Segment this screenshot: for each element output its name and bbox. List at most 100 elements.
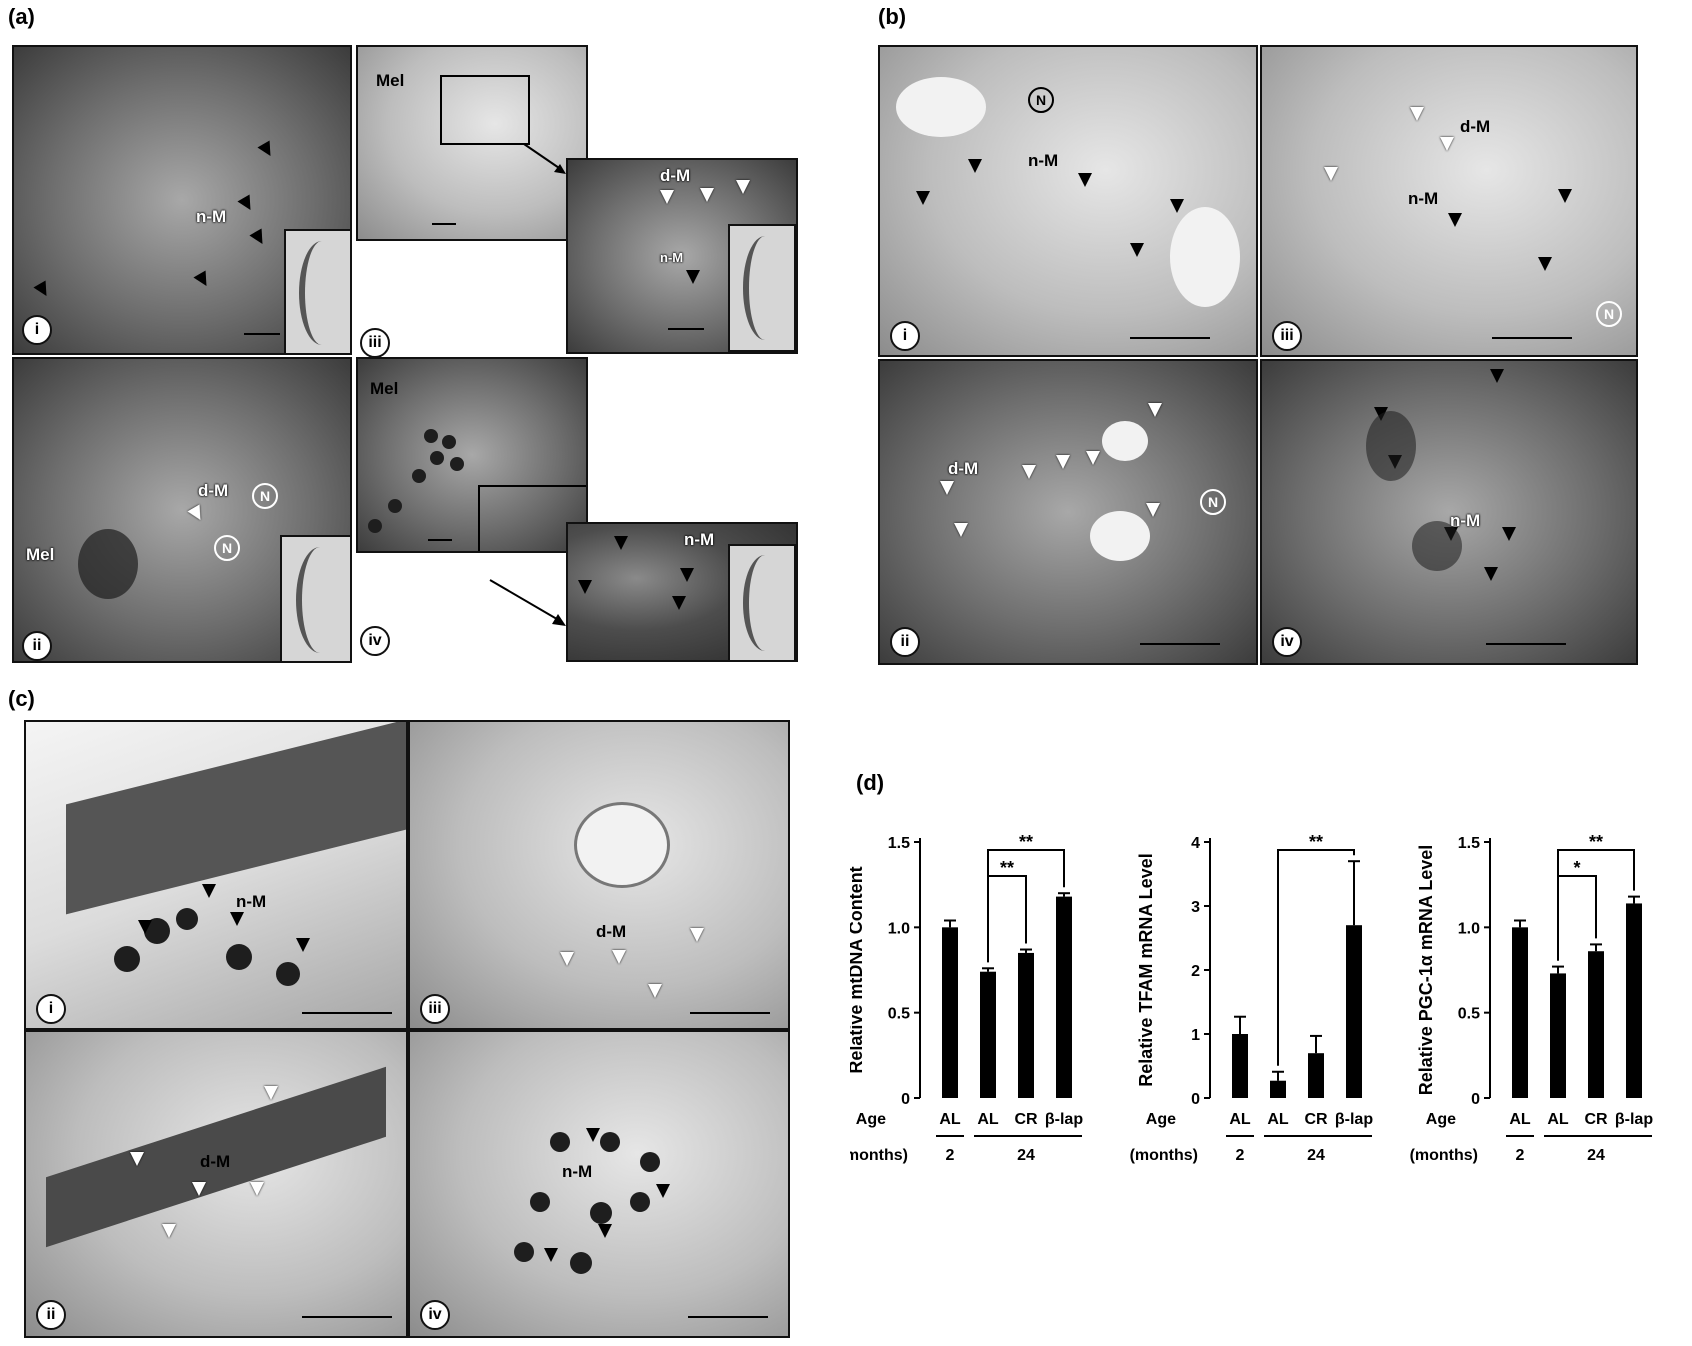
x-tick-label: AL: [1267, 1111, 1289, 1128]
open-arrowhead-icon: [1022, 465, 1036, 479]
scale-bar: [1130, 337, 1210, 339]
inset-image: [728, 224, 796, 352]
x-tick-label: CR: [1304, 1111, 1328, 1128]
label-nm: n-M: [1450, 511, 1481, 530]
x-tick-label: AL: [1229, 1111, 1251, 1128]
months-old: 24: [1587, 1147, 1605, 1164]
open-arrowhead-icon: [660, 190, 674, 204]
roman-label: ii: [22, 631, 52, 661]
arrowhead-icon: [237, 194, 257, 214]
inset-image: [728, 544, 796, 660]
melanin-granule: [388, 499, 402, 513]
x-tick-label: AL: [1509, 1111, 1531, 1128]
open-arrowhead-icon: [250, 1182, 264, 1196]
label-nm: n-M: [236, 892, 267, 911]
bar: [1626, 903, 1642, 1098]
roman-label: ii: [36, 1300, 66, 1330]
label-dm: d-M: [200, 1152, 231, 1171]
roman-label: iii: [360, 328, 390, 358]
age-label: Age: [1426, 1111, 1456, 1128]
arrowhead-icon: [1538, 257, 1552, 271]
arrowhead-icon: [586, 1128, 600, 1142]
y-tick-label: 1.0: [1458, 920, 1480, 937]
scale-bar: [1140, 643, 1220, 645]
cell-membrane: [66, 722, 406, 915]
arrowhead-icon: [193, 270, 213, 290]
open-arrowhead-icon: [1146, 503, 1160, 517]
open-arrowhead-icon: [612, 950, 626, 964]
arrowhead-icon: [296, 938, 310, 952]
arrowhead-icon: [138, 920, 152, 934]
x-tick-label: CR: [1584, 1111, 1608, 1128]
zoom-arrow-icon: [523, 143, 566, 174]
months-old: 24: [1017, 1147, 1035, 1164]
scale-bar: [668, 328, 704, 330]
zoom-region-box: [478, 485, 586, 551]
bar: [1588, 951, 1604, 1098]
scale-bar: [1486, 643, 1566, 645]
micrograph-a-iii: Mel: [356, 45, 588, 241]
micrograph-c-i: n-M i: [24, 720, 408, 1030]
y-tick-label: 0.5: [888, 1006, 910, 1023]
arrowhead-icon: [1558, 189, 1572, 203]
y-axis-label: Relative PGC-1α mRNA Level: [1416, 845, 1436, 1095]
bar: [1018, 952, 1034, 1098]
bar: [1512, 927, 1528, 1098]
micrograph-a-iv-zoom: n-M: [566, 522, 798, 662]
micrograph-b-iii: d-M n-M N iii: [1260, 45, 1638, 357]
mitochondria-cluster: [1366, 411, 1416, 481]
x-tick-label: AL: [939, 1111, 961, 1128]
scale-bar: [690, 1012, 770, 1014]
arrowhead-icon: [672, 596, 686, 610]
roman-label: ii: [890, 627, 920, 657]
open-arrowhead-icon: [1440, 137, 1454, 151]
open-arrowhead-icon: [1410, 107, 1424, 121]
months-label: (months): [1410, 1147, 1478, 1164]
label-mel: Mel: [376, 71, 405, 90]
label-nm: n-M: [196, 207, 227, 226]
arrowhead-icon: [1490, 369, 1504, 383]
open-arrowhead-icon: [162, 1224, 176, 1238]
mitochondrion: [514, 1242, 534, 1262]
panel-label-a: (a): [8, 4, 35, 29]
micrograph-a-iii-zoom: d-M n-M: [566, 158, 798, 354]
vacuole: [1090, 511, 1150, 561]
open-arrowhead-icon: [192, 1182, 206, 1196]
x-tick-label: AL: [977, 1111, 999, 1128]
open-arrowhead-icon: [954, 523, 968, 537]
significance-label: **: [1309, 832, 1323, 852]
y-tick-label: 0: [1471, 1091, 1480, 1108]
vacuole: [896, 77, 986, 137]
arrowhead-icon: [1484, 567, 1498, 581]
micrograph-b-i: N n-M i: [878, 45, 1258, 357]
roman-label: i: [22, 315, 52, 345]
roman-label: i: [36, 994, 66, 1024]
bar: [942, 927, 958, 1098]
mitochondrion: [570, 1252, 592, 1274]
y-tick-label: 0: [901, 1091, 910, 1108]
significance-bracket: [1557, 849, 1635, 961]
mitochondrion: [640, 1152, 660, 1172]
arrowhead-icon: [230, 912, 244, 926]
open-arrowhead-icon: [736, 180, 750, 194]
open-arrowhead-icon: [648, 984, 662, 998]
bar: [1270, 1080, 1286, 1098]
mitochondrion: [590, 1202, 612, 1224]
mitochondrion: [176, 908, 198, 930]
significance-bracket: [987, 849, 1065, 963]
open-arrowhead-icon: [690, 928, 704, 942]
x-tick-label: β-lap: [1335, 1111, 1373, 1128]
x-tick-label: CR: [1014, 1111, 1038, 1128]
nucleus-label: N: [1596, 301, 1622, 327]
arrowhead-icon: [1130, 243, 1144, 257]
bar-charts: 0 0.5 1.0 1.5 Relative mtDNA Content AL AL CR β-…: [850, 832, 1653, 1164]
scale-bar: [302, 1012, 392, 1014]
label-nm: n-M: [562, 1162, 593, 1181]
micrograph-a-i: n-M i: [12, 45, 352, 355]
scale-bar: [1492, 337, 1572, 339]
vacuole: [1170, 207, 1240, 307]
label-dm: d-M: [596, 922, 627, 941]
scale-bar: [428, 539, 452, 541]
age-label: Age: [856, 1111, 886, 1128]
open-arrowhead-icon: [187, 504, 207, 524]
